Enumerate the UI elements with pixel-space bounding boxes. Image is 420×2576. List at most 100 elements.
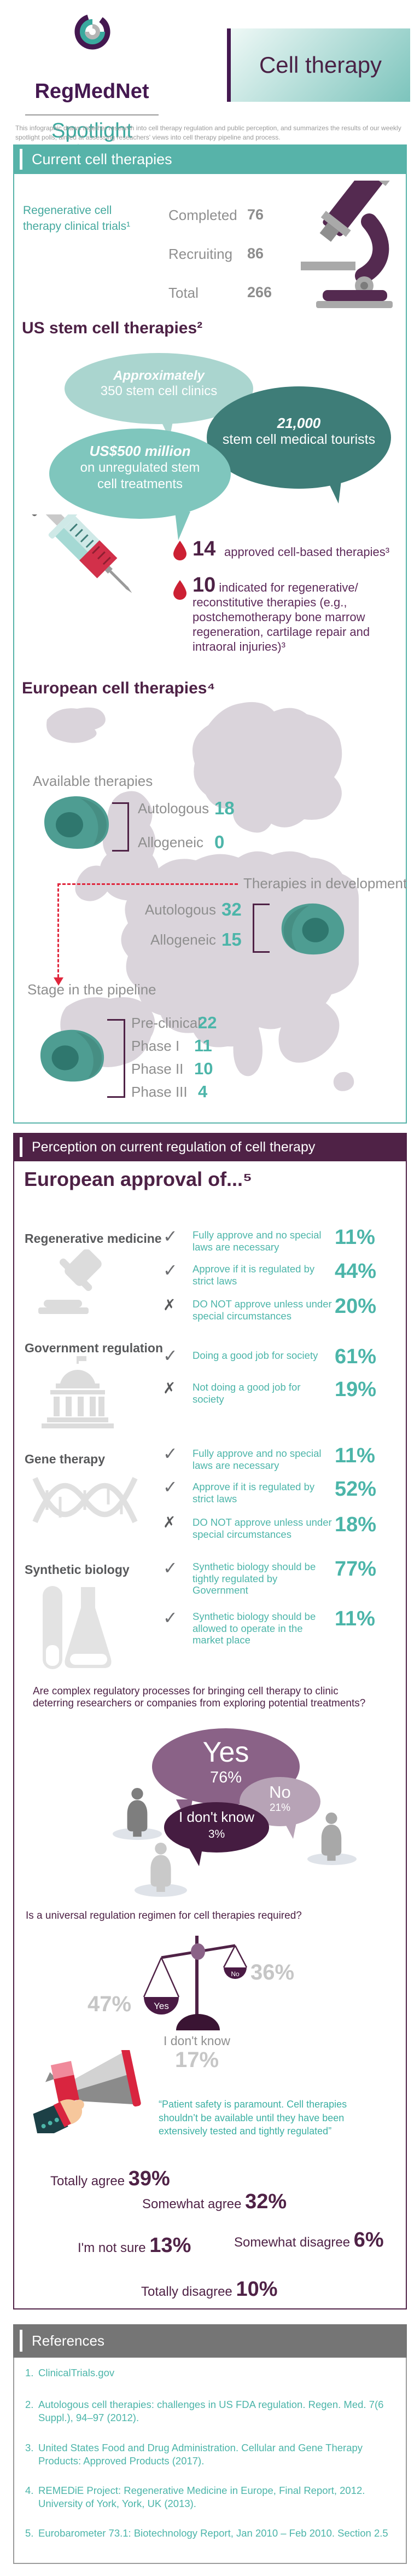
bubble-line: 350 stem cell clinics xyxy=(100,384,218,398)
microscope-icon xyxy=(301,181,393,308)
agreement-row: Totally disagree 10% xyxy=(141,2278,278,2301)
agreement-row: Totally agree 39% xyxy=(50,2167,170,2191)
pipeline-row-value: 11 xyxy=(194,1036,212,1055)
deterring-answer-label: Yes xyxy=(202,1736,249,1768)
bubble-line: on unregulated stem cell treatments xyxy=(80,460,200,491)
person-icon xyxy=(127,1787,148,1837)
check-mark: ✓ xyxy=(163,1346,178,1365)
option-text: Approve if it is regulated by strict law… xyxy=(192,1263,315,1287)
references-box xyxy=(13,2358,407,2564)
flask-icon xyxy=(43,1586,112,1669)
scale-yes-label: Yes xyxy=(154,2001,169,2011)
option-pct: 61% xyxy=(335,1345,377,1368)
cross-mark: ✗ xyxy=(163,1380,176,1397)
section-banner-references: References xyxy=(13,2324,407,2358)
title-box: Cell therapy xyxy=(227,28,410,102)
bubble-line: 21,000 xyxy=(277,415,321,431)
capitol-icon xyxy=(42,1356,114,1428)
development-label: Therapies in development xyxy=(243,875,407,892)
available-row-label: Allogeneic xyxy=(138,834,203,850)
agreement-pct: 6% xyxy=(353,2228,384,2251)
bubble3-tail-icon xyxy=(175,512,190,540)
cell-icon xyxy=(281,903,345,955)
reference-item: United States Food and Drug Administrati… xyxy=(38,2442,363,2467)
brand-divider xyxy=(25,114,159,115)
banner-bar-icon xyxy=(20,1137,22,1157)
development-bracket xyxy=(253,904,270,953)
pipeline-row-label: Phase I xyxy=(131,1038,180,1054)
page-title: Cell therapy xyxy=(259,52,382,78)
deterring-idk-bubble: I don't know 3% xyxy=(164,1802,269,1853)
person-icon xyxy=(321,1812,342,1861)
pipeline-row-label: Phase III xyxy=(131,1084,188,1100)
option-pct: 19% xyxy=(335,1378,377,1401)
option-pct: 11% xyxy=(335,1607,375,1630)
dashed-connector-h xyxy=(57,883,238,885)
bubble-line: Approximately xyxy=(113,368,205,383)
available-bracket xyxy=(112,802,129,852)
us-bubble-tourists: 21,000 stem cell medical tourists xyxy=(207,386,391,489)
option-text: Synthetic biology should be tightly regu… xyxy=(192,1561,316,1596)
pipeline-row-label: Phase II xyxy=(131,1061,184,1077)
pipeline-bracket xyxy=(107,1019,125,1098)
check-mark: ✓ xyxy=(163,1226,178,1246)
cross-mark: ✗ xyxy=(163,1514,176,1531)
option-pct: 44% xyxy=(335,1260,377,1283)
europe-heading: European cell therapies⁴ xyxy=(22,679,215,697)
arrow-down-icon xyxy=(54,977,63,986)
group-label: Gene therapy xyxy=(25,1452,105,1466)
check-mark: ✓ xyxy=(163,1477,178,1497)
banner-bar-icon xyxy=(20,149,22,170)
trial-row-label: Total xyxy=(168,285,199,301)
deterring-question: Are complex regulatory processes for bri… xyxy=(33,1686,366,1709)
cross-mark: ✗ xyxy=(163,1296,176,1313)
brand-title: RegMedNet xyxy=(34,80,149,103)
trial-row-label: Recruiting xyxy=(168,246,233,262)
check-mark: ✓ xyxy=(163,1558,178,1578)
current-section-box xyxy=(13,174,407,1124)
dna-icon xyxy=(32,1477,138,1524)
scale-no-label: No xyxy=(231,1970,240,1978)
reference-item: Autologous cell therapies: challenges in… xyxy=(38,2399,384,2423)
agreement-label: Totally disagree xyxy=(141,2284,232,2299)
option-text: DO NOT approve unless under special circ… xyxy=(192,1298,332,1322)
universal-idk-label: I don't know xyxy=(163,2034,231,2048)
pipeline-row-value: 4 xyxy=(198,1082,208,1101)
regmednet-logo-spiral-icon xyxy=(74,14,110,50)
us-bubble-unregulated: US$500 million on unregulated stem cell … xyxy=(49,429,231,519)
fact1-number: 14 xyxy=(192,537,216,560)
check-mark: ✓ xyxy=(163,1608,178,1628)
dashed-connector-v xyxy=(57,883,59,977)
option-pct: 18% xyxy=(335,1513,377,1536)
pipeline-row-label: Pre-clinical xyxy=(131,1015,201,1031)
check-mark: ✓ xyxy=(163,1444,178,1463)
trial-row-value: 266 xyxy=(247,284,272,300)
group-label: Synthetic biology xyxy=(25,1562,130,1577)
bubble-line: US$500 million xyxy=(89,443,191,459)
universal-question: Is a universal regulation regimen for ce… xyxy=(26,1910,302,1921)
deterring-answer-pct: 76% xyxy=(209,1769,242,1786)
fact2-number: 10 xyxy=(192,574,216,597)
agreement-label: Somewhat disagree xyxy=(234,2235,351,2250)
section-banner-perception: Perception on current regulation of cell… xyxy=(13,1133,407,1161)
megaphone-icon xyxy=(33,2050,141,2133)
pipeline-row-value: 22 xyxy=(198,1013,217,1032)
section-title-current: Current cell therapies xyxy=(32,151,172,167)
approval-heading: European approval of...⁵ xyxy=(24,1168,252,1190)
option-text: Synthetic biology should be allowed to o… xyxy=(192,1611,316,1646)
idk-bubble-tail-icon xyxy=(189,1849,202,1866)
universal-no-pct: 36% xyxy=(250,1960,295,1984)
reference-item: ClinicalTrials.gov xyxy=(38,2367,115,2378)
agreement-row: I'm not sure 13% xyxy=(78,2234,191,2257)
reference-number: 2. xyxy=(25,2399,34,2410)
fact2-text: indicated for regenerative/ reconstituti… xyxy=(192,581,370,653)
trial-row-value: 76 xyxy=(247,206,264,223)
reference-item: Eurobarometer 73.1: Biotechnology Report… xyxy=(38,2527,388,2539)
reference-number: 5. xyxy=(25,2527,34,2539)
fact2: 10 indicated for regenerative/ reconstit… xyxy=(192,575,376,654)
pipeline-row-value: 10 xyxy=(194,1059,213,1078)
available-row-value: 0 xyxy=(214,832,225,852)
cell-icon xyxy=(44,796,109,849)
agreement-row: Somewhat disagree 6% xyxy=(234,2228,384,2252)
